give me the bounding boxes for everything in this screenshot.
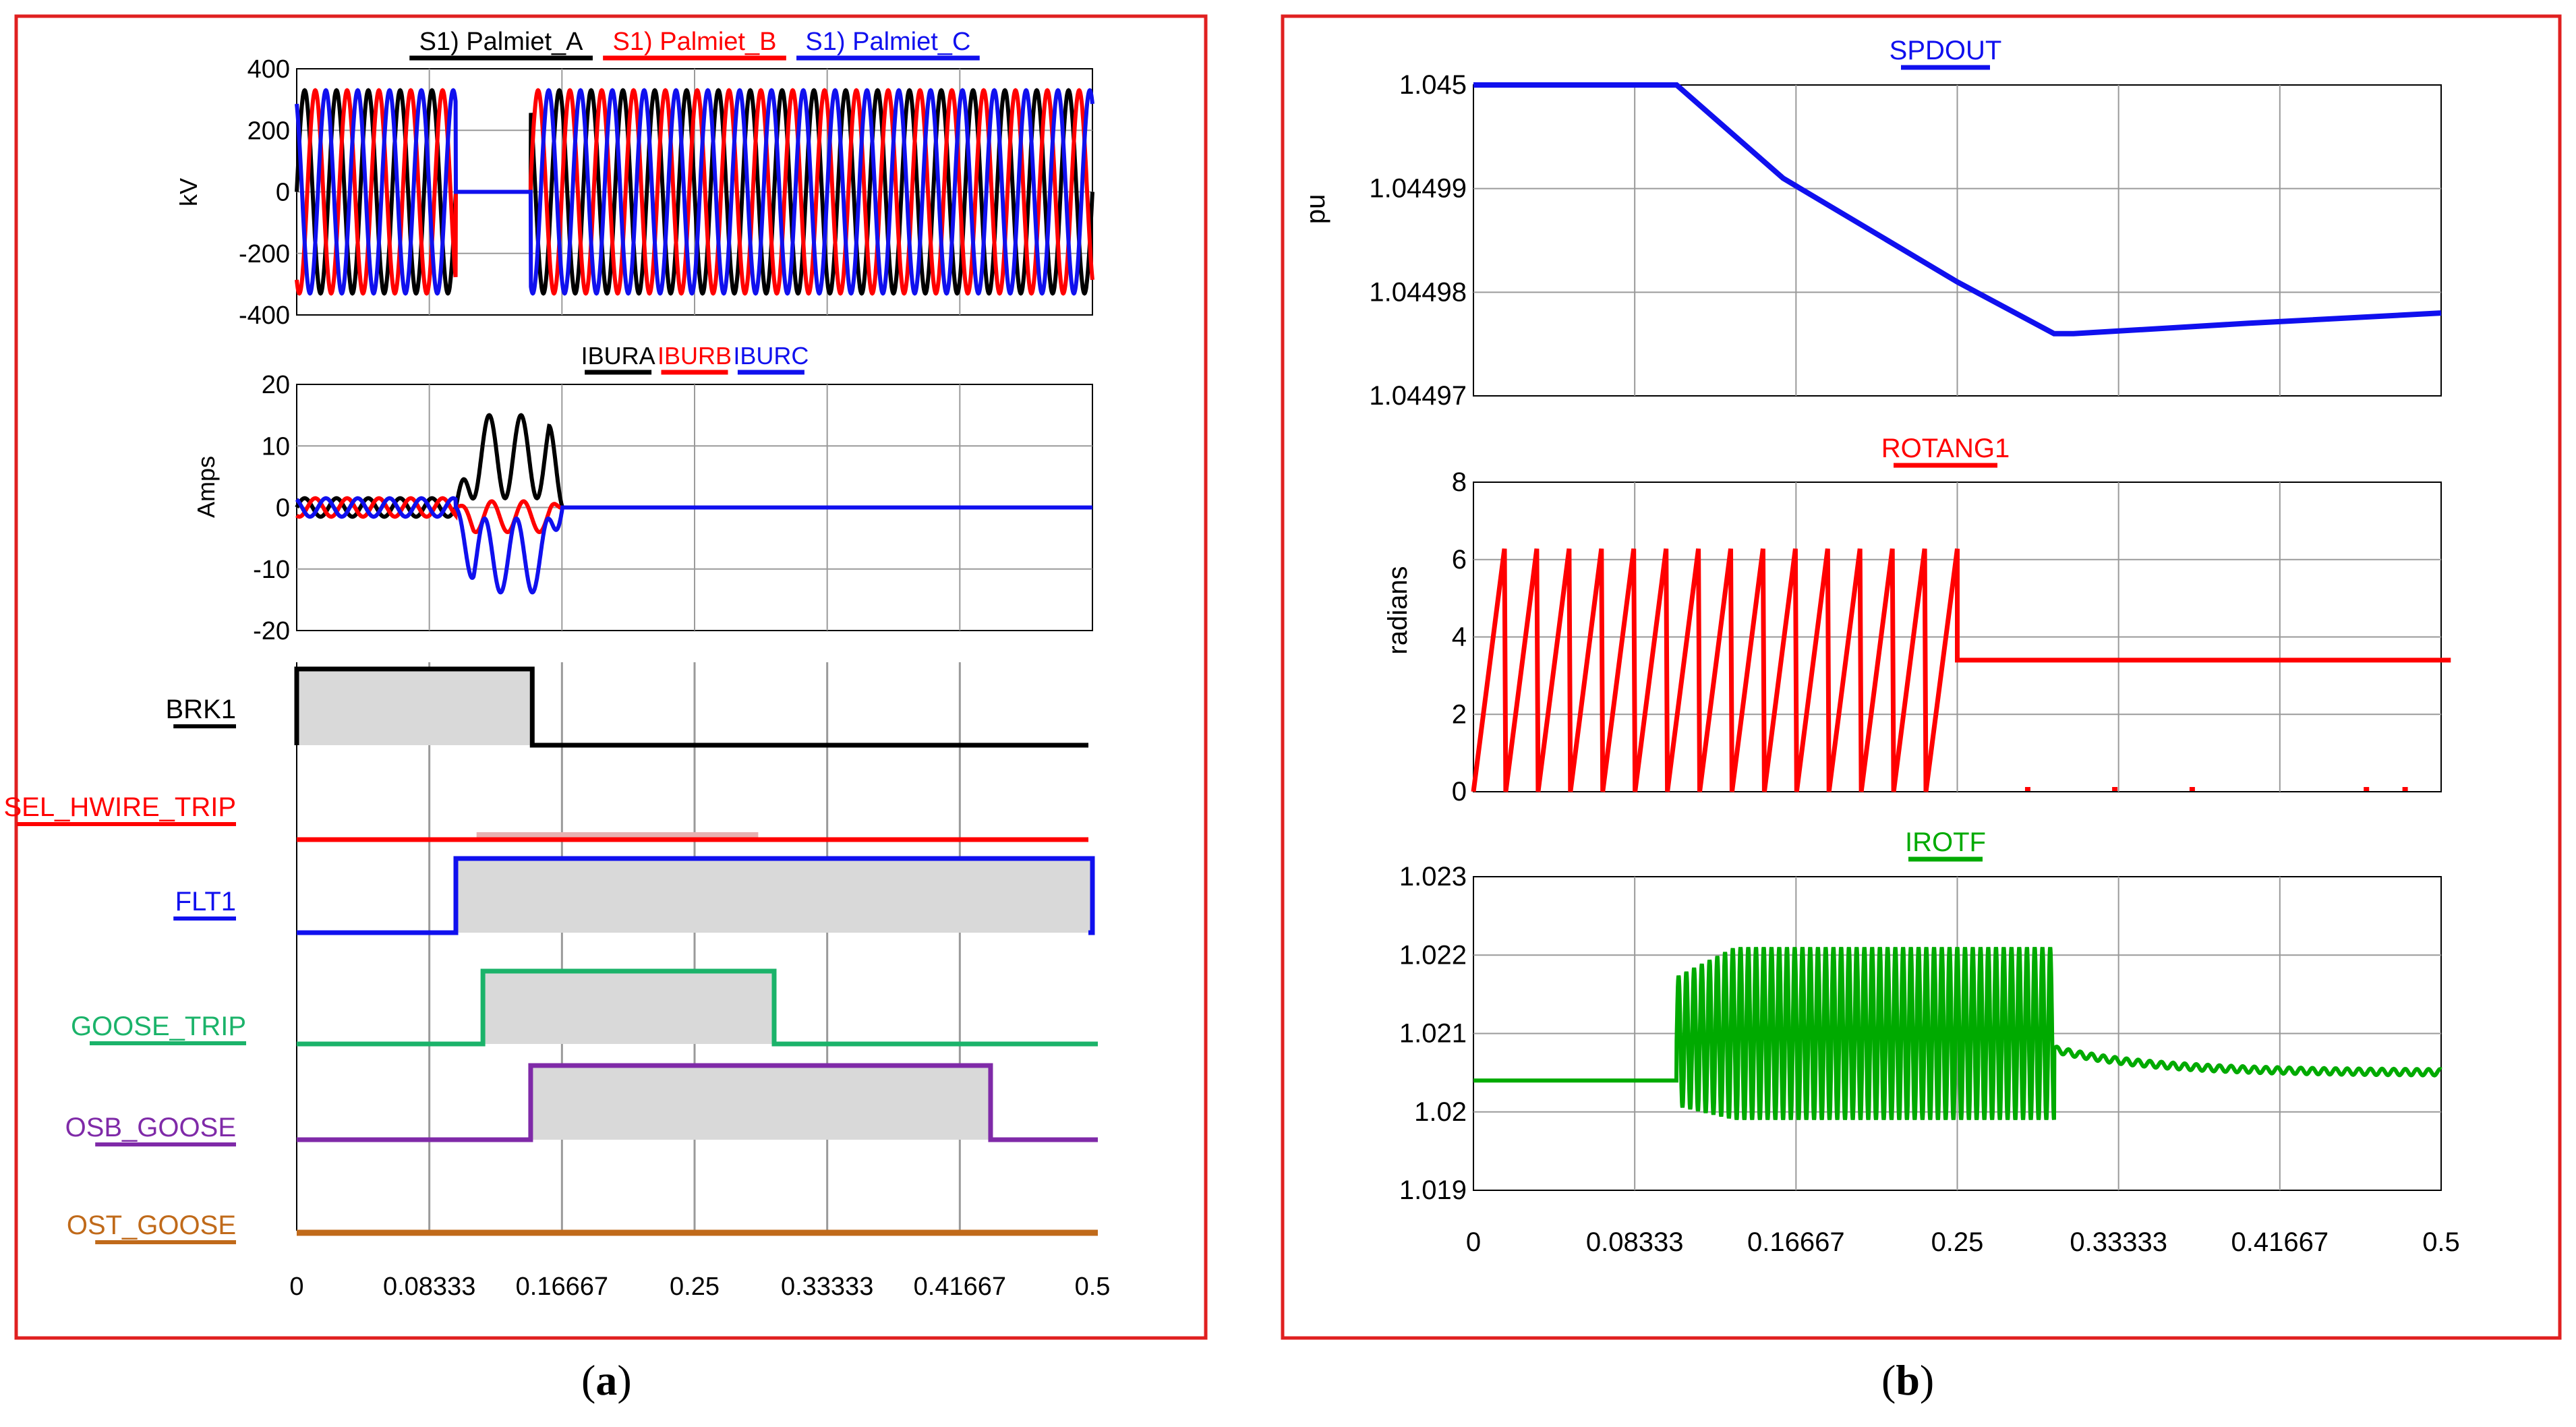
digital-label-osb-goose: OSB_GOOSE (65, 1113, 236, 1142)
irotf-xtick-label: 0.08333 (1586, 1227, 1684, 1257)
spdout-ytick-label: 1.045 (1399, 70, 1467, 100)
rotang-series (1471, 548, 2451, 792)
spdout-ytick-label: 1.04497 (1369, 381, 1467, 411)
current-ytick-label: 10 (262, 432, 290, 461)
voltage-ylabel: kV (175, 178, 202, 206)
caption-b-letter: b (1896, 1356, 1920, 1404)
current-ytick-label: -10 (253, 556, 290, 584)
digital-fill-brk1 (297, 669, 533, 745)
irotf-legend-item: IROTF (1905, 827, 1986, 857)
digital-label-brk1: BRK1 (166, 695, 237, 724)
digital-label-ost-goose: OST_GOOSE (67, 1211, 236, 1240)
irotf-ytick-label: 1.019 (1399, 1175, 1467, 1205)
spdout-ytick-label: 1.04499 (1369, 174, 1467, 204)
irotf-xtick-label: 0 (1466, 1227, 1481, 1257)
digital-fill-flt1 (456, 858, 1092, 933)
current-legend-item: IBURA (581, 342, 655, 370)
irotf-series (1473, 947, 2442, 1120)
current-ytick-label: -20 (253, 617, 290, 645)
digital-trace-goose-trip (297, 968, 1098, 1047)
current-ylabel: Amps (192, 456, 220, 518)
digital-xtick-label: 0.16667 (516, 1273, 608, 1301)
irotf-xtick-label: 0.5 (2422, 1227, 2460, 1257)
voltage-ytick-label: -200 (239, 240, 290, 268)
current-legend-item: IBURB (657, 342, 732, 370)
caption-b: (b) (1881, 1356, 1935, 1404)
digital-xtick-label: 0.41667 (914, 1273, 1006, 1301)
irotf-xtick-label: 0.25 (1931, 1227, 1984, 1257)
voltage-ytick-label: -400 (239, 301, 290, 330)
digital-label-flt1: FLT1 (175, 887, 236, 916)
digital-fill-osb-goose (530, 1066, 991, 1140)
digital-fill-goose-trip (483, 971, 774, 1044)
voltage-ytick-label: 400 (247, 55, 290, 84)
digital-xtick-label: 0 (289, 1273, 303, 1301)
current-ytick-label: 20 (262, 371, 290, 399)
voltage-legend-item: S1) Palmiet_C (805, 28, 970, 56)
rotang-ytick-label: 0 (1452, 777, 1467, 807)
caption-a: (a) (581, 1356, 632, 1404)
digital-xtick-label: 0.33333 (781, 1273, 873, 1301)
digital-label-goose-trip: GOOSE_TRIP (71, 1012, 246, 1041)
voltage-legend-item: S1) Palmiet_A (419, 28, 584, 56)
voltage-series-1 (295, 88, 1094, 296)
digital-xtick-label: 0.25 (670, 1273, 720, 1301)
digital-xtick-label: 0.08333 (383, 1273, 475, 1301)
irotf-xtick-label: 0.41667 (2231, 1227, 2329, 1257)
irotf-ytick-label: 1.023 (1399, 862, 1467, 892)
digital-trace-brk1 (294, 666, 1088, 748)
rotang-legend-item: ROTANG1 (1881, 434, 2010, 463)
irotf-xtick-label: 0.16667 (1747, 1227, 1845, 1257)
rotang-ytick-label: 4 (1452, 622, 1467, 652)
caption-a-letter: a (595, 1356, 618, 1404)
spdout-ytick-label: 1.04498 (1369, 277, 1467, 307)
rotang-ytick-label: 6 (1452, 545, 1467, 575)
digital-trace-flt1 (297, 856, 1095, 935)
spdout-series (1473, 82, 2442, 337)
voltage-series-0 (295, 88, 1094, 296)
digital-xtick-label: 0.5 (1075, 1273, 1111, 1301)
digital-trace-osb-goose (297, 1063, 1098, 1142)
irotf-xtick-label: 0.33333 (2070, 1227, 2167, 1257)
voltage-series-2 (295, 88, 1094, 296)
panel-a-frame (14, 14, 1208, 1340)
rotang-ylabel: radians (1383, 566, 1413, 654)
irotf-ytick-label: 1.021 (1399, 1019, 1467, 1049)
voltage-ytick-label: 0 (276, 179, 290, 207)
spdout-legend-item: SPDOUT (1890, 36, 2002, 65)
irotf-ytick-label: 1.02 (1414, 1097, 1467, 1127)
rotang-ytick-label: 2 (1452, 699, 1467, 729)
spdout-ylabel: pu (1301, 194, 1330, 225)
voltage-ytick-label: 200 (247, 117, 290, 145)
current-series-2 (295, 496, 1092, 595)
irotf-ytick-label: 1.022 (1399, 940, 1467, 970)
current-ytick-label: 0 (276, 494, 290, 523)
panel-b-frame (1281, 14, 2562, 1340)
voltage-legend-item: S1) Palmiet_B (613, 28, 777, 56)
rotang-ytick-label: 8 (1452, 467, 1467, 497)
current-legend-item: IBURC (733, 342, 809, 370)
digital-label-sel-hwire-trip: SEL_HWIRE_TRIP (3, 792, 236, 822)
digital-fill-sel-hwire-trip (476, 832, 759, 840)
